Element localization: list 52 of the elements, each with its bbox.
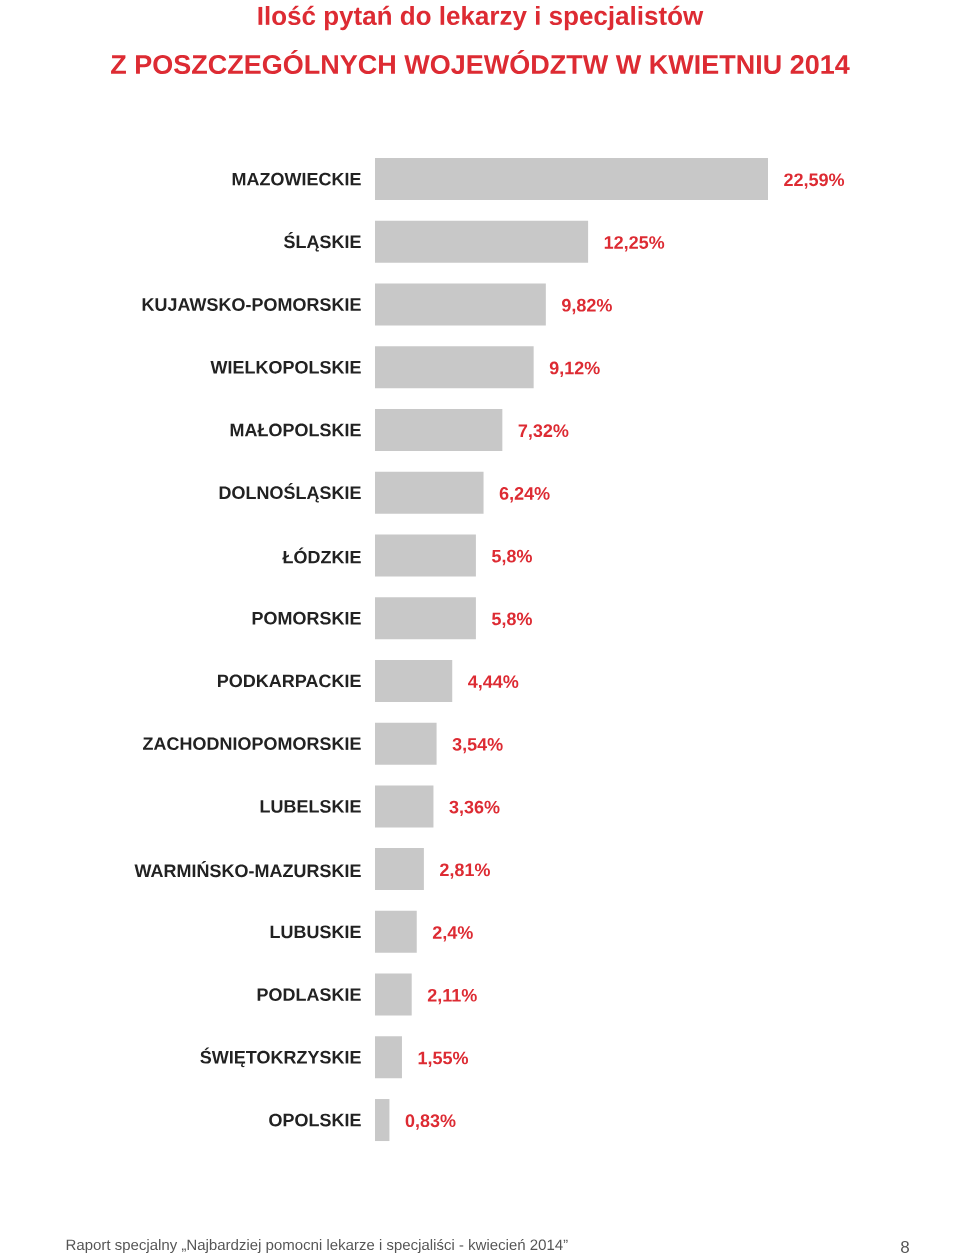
data-label: 3,54%: [452, 737, 503, 754]
bar: [375, 1036, 402, 1079]
y-tick-label: KUJAWSKO-POMORSKIE: [142, 298, 361, 311]
data-label: 9,82%: [562, 298, 612, 315]
bar: [375, 283, 546, 326]
data-label: 2,81%: [440, 863, 490, 879]
text: 8: [901, 1240, 909, 1254]
y-tick-label: MAZOWIECKIE: [232, 172, 361, 186]
chart-title: Ilość pytań do lekarzy i specjalistów: [258, 5, 704, 31]
y-tick-label: MAŁOPOLSKIE: [230, 423, 361, 437]
y-tick-label: ŁÓDZKIE: [282, 547, 361, 564]
data-label: 2,4%: [432, 926, 473, 942]
bar: [375, 471, 484, 514]
bar: [375, 848, 424, 891]
y-tick-label: ŚLĄSKIE: [283, 232, 361, 252]
data-label: 0,83%: [405, 1114, 456, 1130]
data-label: 2,11%: [427, 988, 477, 1005]
bar: [375, 220, 589, 263]
bar: [375, 910, 417, 953]
bar: [375, 534, 476, 577]
bar: [375, 346, 534, 389]
y-tick-label: LUBELSKIE: [260, 800, 361, 813]
bar: [375, 722, 437, 765]
data-label: 12,25%: [604, 236, 665, 252]
data-label: 5,8%: [491, 612, 532, 628]
bar: [375, 597, 476, 640]
bar: [375, 659, 453, 702]
data-label: 6,24%: [499, 487, 550, 503]
bar: [375, 409, 503, 451]
bar: [375, 158, 768, 201]
y-tick-label: WARMIŃSKO-MAZURSKIE: [134, 861, 361, 878]
bar: [375, 1099, 390, 1142]
bar: [375, 973, 412, 1016]
y-tick-label: DOLNOŚLĄSKIE: [219, 482, 361, 503]
y-tick-label: WIELKOPOLSKIE: [210, 360, 361, 374]
y-tick-label: ŚWIĘTOKRZYSKIE: [200, 1047, 361, 1068]
data-label: 4,44%: [468, 675, 519, 691]
chart-subtitle: Z POSZCZEGÓLNYCH WOJEWÓDZTW W KWIETNIU 2014: [111, 49, 850, 75]
data-label: 7,32%: [518, 424, 569, 440]
data-label: 5,8%: [491, 549, 532, 566]
data-label: 3,36%: [449, 800, 500, 817]
y-tick-label: ZACHODNIOPOMORSKIE: [142, 737, 361, 751]
y-tick-label: PODKARPACKIE: [217, 674, 361, 688]
text: Raport specjalny „Najbardziej pomocni lekarze i specjaliści - kwiecień 2014”: [66, 1238, 568, 1254]
y-tick-label: PODLASKIE: [257, 988, 361, 1001]
y-tick-label: LUBUSKIE: [270, 925, 361, 939]
bar: [375, 785, 434, 828]
y-tick-label: OPOLSKIE: [269, 1113, 361, 1127]
data-label: 1,55%: [418, 1051, 469, 1067]
y-tick-label: POMORSKIE: [252, 611, 361, 625]
data-label: 9,12%: [549, 361, 600, 377]
data-label: 22,59%: [784, 173, 845, 189]
